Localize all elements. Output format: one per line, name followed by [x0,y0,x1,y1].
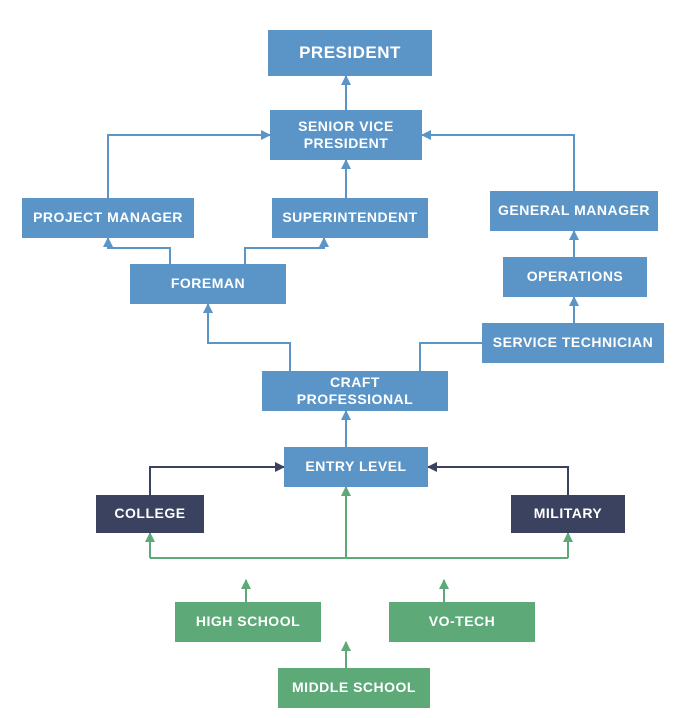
edge [422,135,574,191]
node-superintendent: SUPERINTENDENT [272,198,428,238]
node-military: MILITARY [511,495,625,533]
career-path-flowchart: PRESIDENT SENIOR VICE PRESIDENT PROJECT MA… [0,0,677,718]
node-craft-pro: CRAFT PROFESSIONAL [262,371,448,411]
node-project-manager: PROJECT MANAGER [22,198,194,238]
edge [428,467,568,495]
edge [150,467,284,495]
node-entry-level: ENTRY LEVEL [284,447,428,487]
edge [245,238,324,264]
node-vo-tech: VO-TECH [389,602,535,642]
node-college: COLLEGE [96,495,204,533]
edge [108,135,270,198]
node-president: PRESIDENT [268,30,432,76]
node-general-manager: GENERAL MANAGER [490,191,658,231]
edge [108,238,170,264]
node-middle-school: MIDDLE SCHOOL [278,668,430,708]
node-high-school: HIGH SCHOOL [175,602,321,642]
node-foreman: FOREMAN [130,264,286,304]
node-operations: OPERATIONS [503,257,647,297]
edge [208,304,290,371]
node-service-tech: SERVICE TECHNICIAN [482,323,664,363]
node-svp: SENIOR VICE PRESIDENT [270,110,422,160]
